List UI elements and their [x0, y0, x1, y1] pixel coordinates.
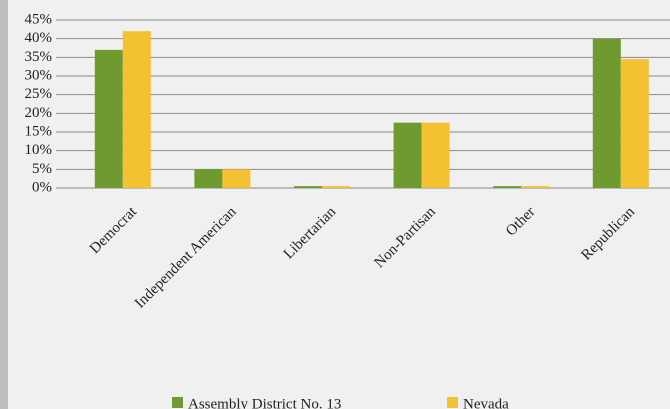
y-tick-label: 15% [25, 123, 53, 139]
bar [592, 38, 621, 188]
y-tick-label: 0% [32, 179, 52, 195]
legend-label: Assembly District No. 13 [188, 396, 341, 409]
bar [521, 186, 550, 188]
bar [222, 169, 251, 188]
y-tick-label: 30% [25, 67, 53, 83]
bar [322, 186, 350, 188]
x-tick-label: Libertarian [281, 204, 340, 263]
y-tick-label: 20% [25, 105, 53, 121]
y-tick-label: 40% [25, 30, 53, 46]
x-tick-label: Non-Partisan [372, 204, 440, 272]
y-tick-label: 10% [25, 142, 53, 158]
x-tick-label: Democrat [87, 203, 141, 257]
y-tick-label: 5% [32, 161, 52, 177]
frame-edge [0, 0, 8, 409]
bar [393, 122, 422, 188]
bar [421, 122, 450, 188]
y-tick-label: 35% [25, 49, 53, 65]
x-tick-label: Independent American [132, 204, 240, 312]
bar [194, 169, 223, 188]
y-tick-label: 25% [25, 86, 53, 102]
bar [620, 59, 649, 189]
legend-swatch [447, 397, 458, 408]
x-tick-label: Republican [578, 204, 638, 264]
x-tick-label: Other [503, 204, 538, 239]
legend-label: Nevada [463, 396, 509, 409]
bar [294, 186, 322, 188]
bar [493, 186, 522, 188]
legend-swatch [172, 397, 183, 408]
bar [122, 31, 151, 189]
bar [94, 49, 123, 188]
y-tick-label: 45% [25, 11, 53, 27]
